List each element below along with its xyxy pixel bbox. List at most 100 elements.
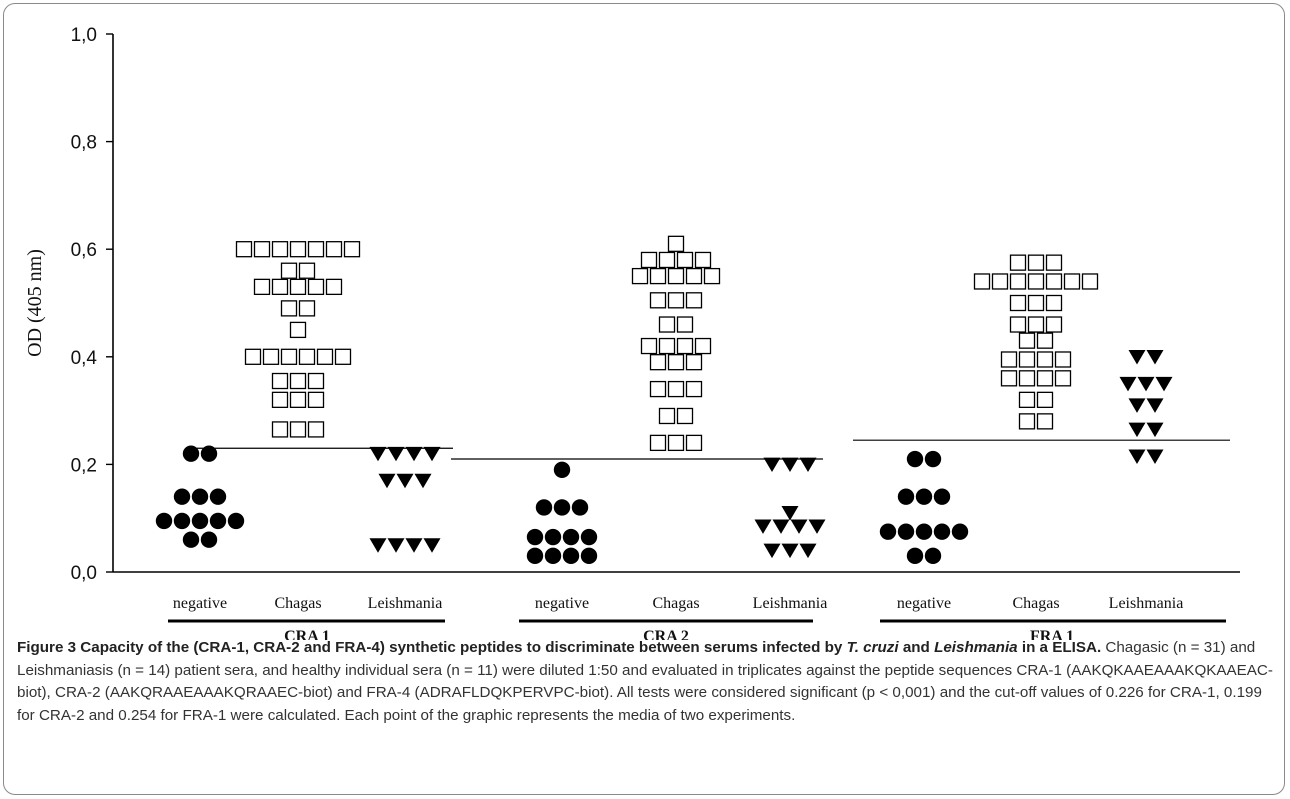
data-point-leishmania: [799, 543, 817, 559]
y-tick-label: 1,0: [71, 25, 97, 46]
data-point-chagas: [307, 278, 325, 296]
data-point-negative: [227, 512, 245, 530]
group-label: FRA 1: [1030, 628, 1074, 640]
data-point-chagas: [685, 380, 703, 398]
data-point-chagas: [676, 337, 694, 355]
group-label: CRA 2: [643, 628, 689, 640]
data-point-leishmania: [1119, 376, 1137, 392]
data-point-chagas: [1045, 316, 1063, 333]
data-point-chagas: [1054, 351, 1072, 368]
caption-title-part-1: Figure 3 Capacity of the (CRA-1, CRA-2 a…: [17, 639, 847, 656]
data-point-leishmania: [1155, 376, 1173, 392]
y-tick-label: 0,0: [71, 563, 97, 584]
data-point-leishmania: [781, 457, 799, 473]
data-point-chagas: [658, 407, 676, 425]
y-tick-label: 0,2: [71, 455, 97, 476]
data-point-negative: [562, 528, 580, 546]
data-point-chagas: [667, 267, 685, 285]
data-point-chagas: [244, 348, 262, 365]
data-point-chagas: [280, 262, 298, 279]
data-point-chagas: [685, 267, 703, 285]
data-point-chagas: [1027, 273, 1045, 290]
data-point-chagas: [307, 241, 325, 258]
data-point-chagas: [271, 421, 289, 438]
data-point-leishmania: [763, 543, 781, 559]
caption-species-1: T. cruzi: [846, 639, 899, 656]
data-point-chagas: [631, 267, 649, 285]
data-point-chagas: [280, 300, 298, 317]
data-point-chagas: [271, 241, 289, 258]
data-point-leishmania: [781, 506, 799, 521]
data-point-leishmania: [387, 538, 405, 553]
group-label: CRA 1: [284, 628, 330, 640]
data-point-negative: [535, 499, 553, 516]
data-point-negative: [173, 488, 191, 505]
data-point-chagas: [1018, 332, 1036, 349]
y-tick-label: 0,6: [71, 240, 97, 261]
data-point-chagas: [1036, 332, 1054, 349]
data-point-chagas: [667, 380, 685, 398]
data-point-leishmania: [799, 457, 817, 473]
caption-species-2: Leishmania: [934, 639, 1018, 656]
data-point-chagas: [667, 354, 685, 371]
data-point-chagas: [253, 241, 271, 258]
data-point-negative: [562, 547, 580, 565]
figure-frame: [3, 3, 1285, 795]
caption-title-part-2: and: [898, 639, 935, 656]
data-point-chagas: [676, 316, 694, 333]
data-point-chagas: [316, 348, 334, 365]
data-point-chagas: [298, 300, 316, 317]
data-point-chagas: [658, 251, 676, 269]
data-point-negative: [200, 531, 218, 548]
data-point-negative: [173, 512, 191, 530]
data-point-leishmania: [763, 457, 781, 473]
data-point-leishmania: [378, 473, 396, 489]
data-point-negative: [924, 547, 942, 565]
data-point-negative: [924, 450, 942, 468]
data-point-negative: [580, 528, 598, 546]
x-category-label: Chagas: [1012, 595, 1059, 612]
data-point-chagas: [307, 421, 325, 438]
data-point-chagas: [298, 262, 316, 279]
data-point-negative: [209, 512, 227, 530]
data-point-chagas: [262, 348, 280, 365]
data-point-chagas: [1009, 273, 1027, 290]
data-point-chagas: [289, 372, 307, 390]
data-point-chagas: [1009, 294, 1027, 312]
data-point-leishmania: [405, 538, 423, 553]
data-point-negative: [200, 445, 218, 462]
caption-title: Figure 3 Capacity of the (CRA-1, CRA-2 a…: [17, 639, 1101, 656]
data-point-leishmania: [369, 538, 387, 553]
x-category-label: negative: [897, 595, 951, 612]
data-point-chagas: [334, 348, 352, 365]
data-point-chagas: [667, 235, 685, 252]
data-point-chagas: [325, 241, 343, 258]
data-point-chagas: [658, 316, 676, 333]
data-point-leishmania: [405, 446, 423, 462]
data-point-chagas: [1018, 391, 1036, 408]
data-point-chagas: [685, 434, 703, 452]
data-point-negative: [879, 523, 897, 540]
data-point-chagas: [1018, 351, 1036, 368]
data-point-leishmania: [396, 473, 414, 489]
data-point-negative: [553, 499, 571, 516]
data-point-chagas: [271, 372, 289, 390]
data-point-chagas: [1009, 254, 1027, 271]
data-point-negative: [155, 512, 173, 530]
caption-title-part-3: in a ELISA.: [1017, 639, 1102, 656]
data-point-chagas: [1045, 294, 1063, 312]
x-category-label: Leishmania: [753, 595, 828, 612]
data-point-negative: [544, 547, 562, 565]
data-point-chagas: [271, 391, 289, 408]
data-point-chagas: [1009, 316, 1027, 333]
data-point-negative: [897, 488, 915, 505]
data-point-chagas: [1045, 273, 1063, 290]
y-tick-label: 0,4: [71, 348, 98, 369]
data-point-negative: [951, 523, 969, 540]
data-point-chagas: [298, 348, 316, 365]
data-point-chagas: [694, 251, 712, 269]
data-point-negative: [933, 523, 951, 540]
caption-body: Chagasic (n = 31) and Leishmaniasis (n =…: [17, 639, 1273, 724]
data-point-chagas: [325, 278, 343, 296]
data-point-negative: [553, 461, 571, 478]
